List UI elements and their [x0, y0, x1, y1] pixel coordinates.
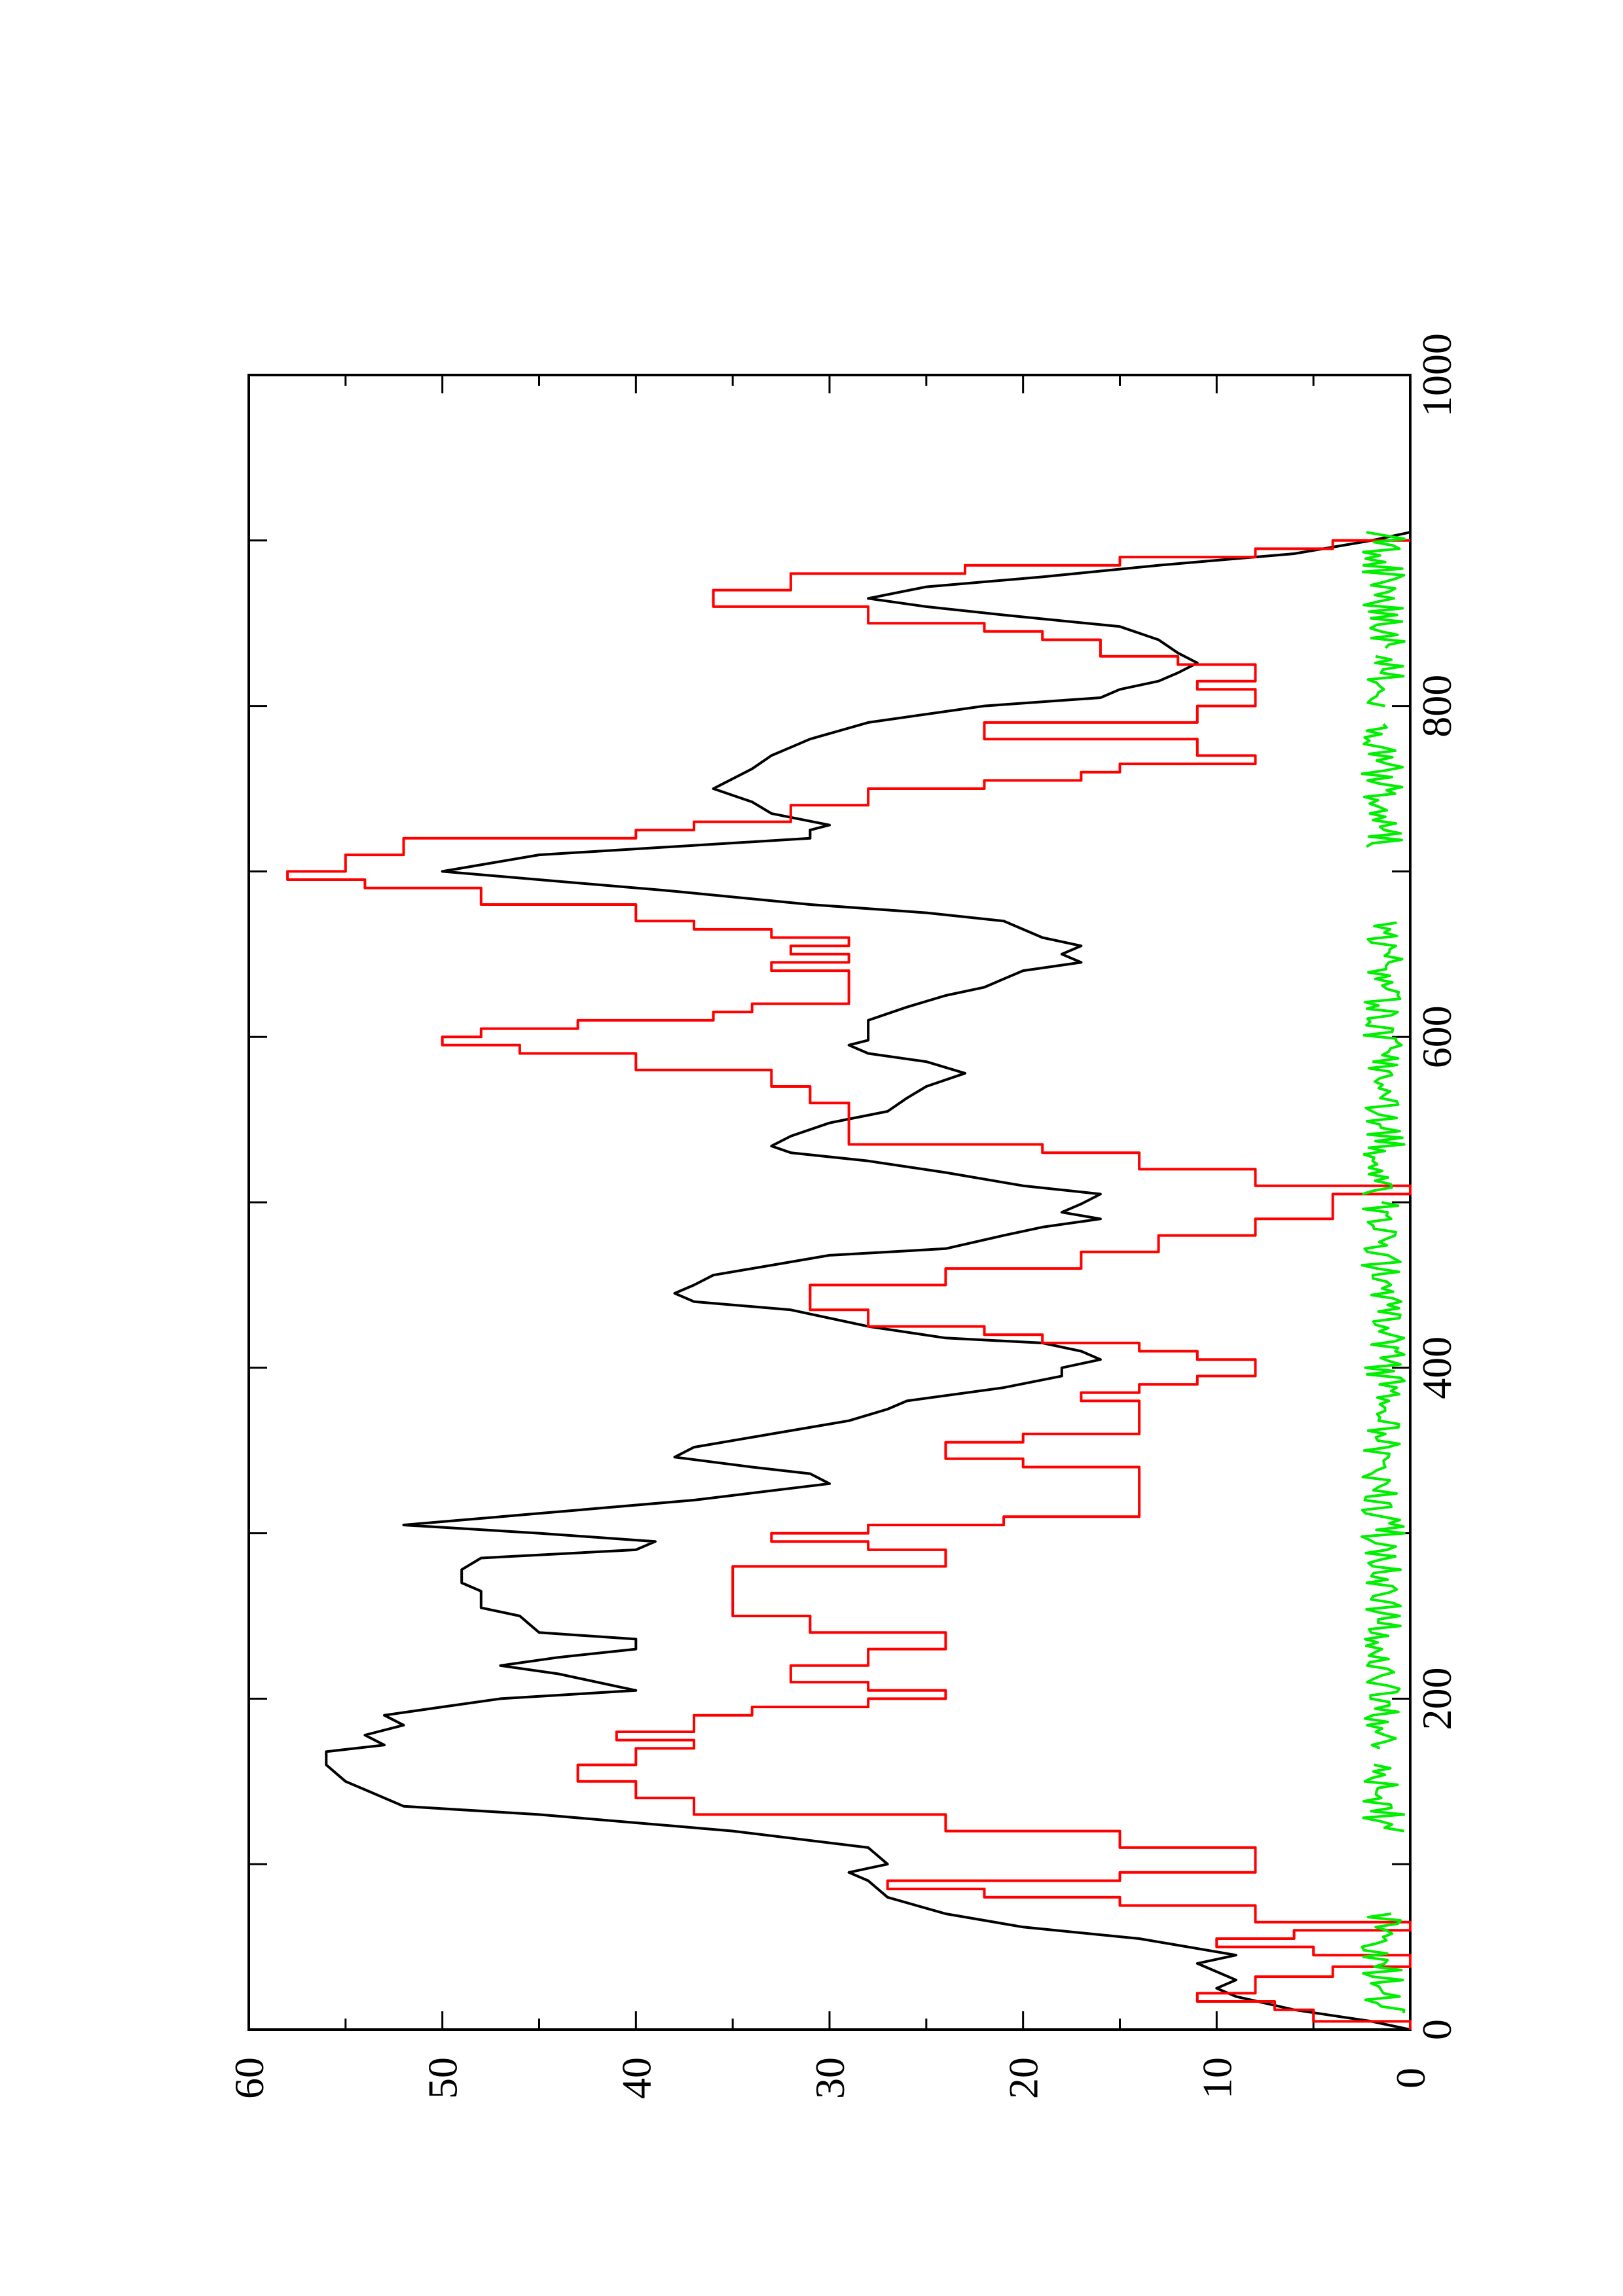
x-tick-label: 600: [1413, 1005, 1460, 1068]
x-tick-label: 0: [1413, 2019, 1460, 2040]
y-tick-label: 10: [1194, 2057, 1240, 2099]
series-2-segment: [1362, 921, 1406, 1196]
x-tick-label: 400: [1413, 1336, 1460, 1399]
y-tick-label: 40: [613, 2057, 659, 2099]
y-tick-label: 60: [226, 2057, 272, 2099]
series-0-line: [325, 531, 1411, 2031]
y-tick-label: 20: [1000, 2057, 1047, 2099]
series-2-segment: [1362, 1763, 1406, 1833]
x-tick-label: 200: [1413, 1667, 1460, 1730]
series-2-segment: [1360, 1912, 1406, 2013]
axis-ticks: [247, 374, 1412, 2031]
series-1-line: [286, 539, 1412, 2030]
x-tick-label: 800: [1413, 675, 1460, 738]
tick-labels: 0 200 400 600 800 1000 0 10 20 30 40 50 60: [226, 333, 1460, 2099]
series-2-segment: [1360, 1201, 1406, 1750]
series-2-segment: [1360, 723, 1404, 848]
y-tick-label: 0: [1387, 2068, 1434, 2089]
y-tick-label: 50: [420, 2057, 466, 2099]
plot-frame: [247, 374, 1412, 2031]
series-2-segment: [1366, 655, 1405, 708]
series-2-segment: [1361, 531, 1406, 649]
series-layer: [286, 531, 1412, 2031]
x-tick-label: 1000: [1413, 333, 1460, 417]
y-tick-label: 30: [807, 2057, 853, 2099]
